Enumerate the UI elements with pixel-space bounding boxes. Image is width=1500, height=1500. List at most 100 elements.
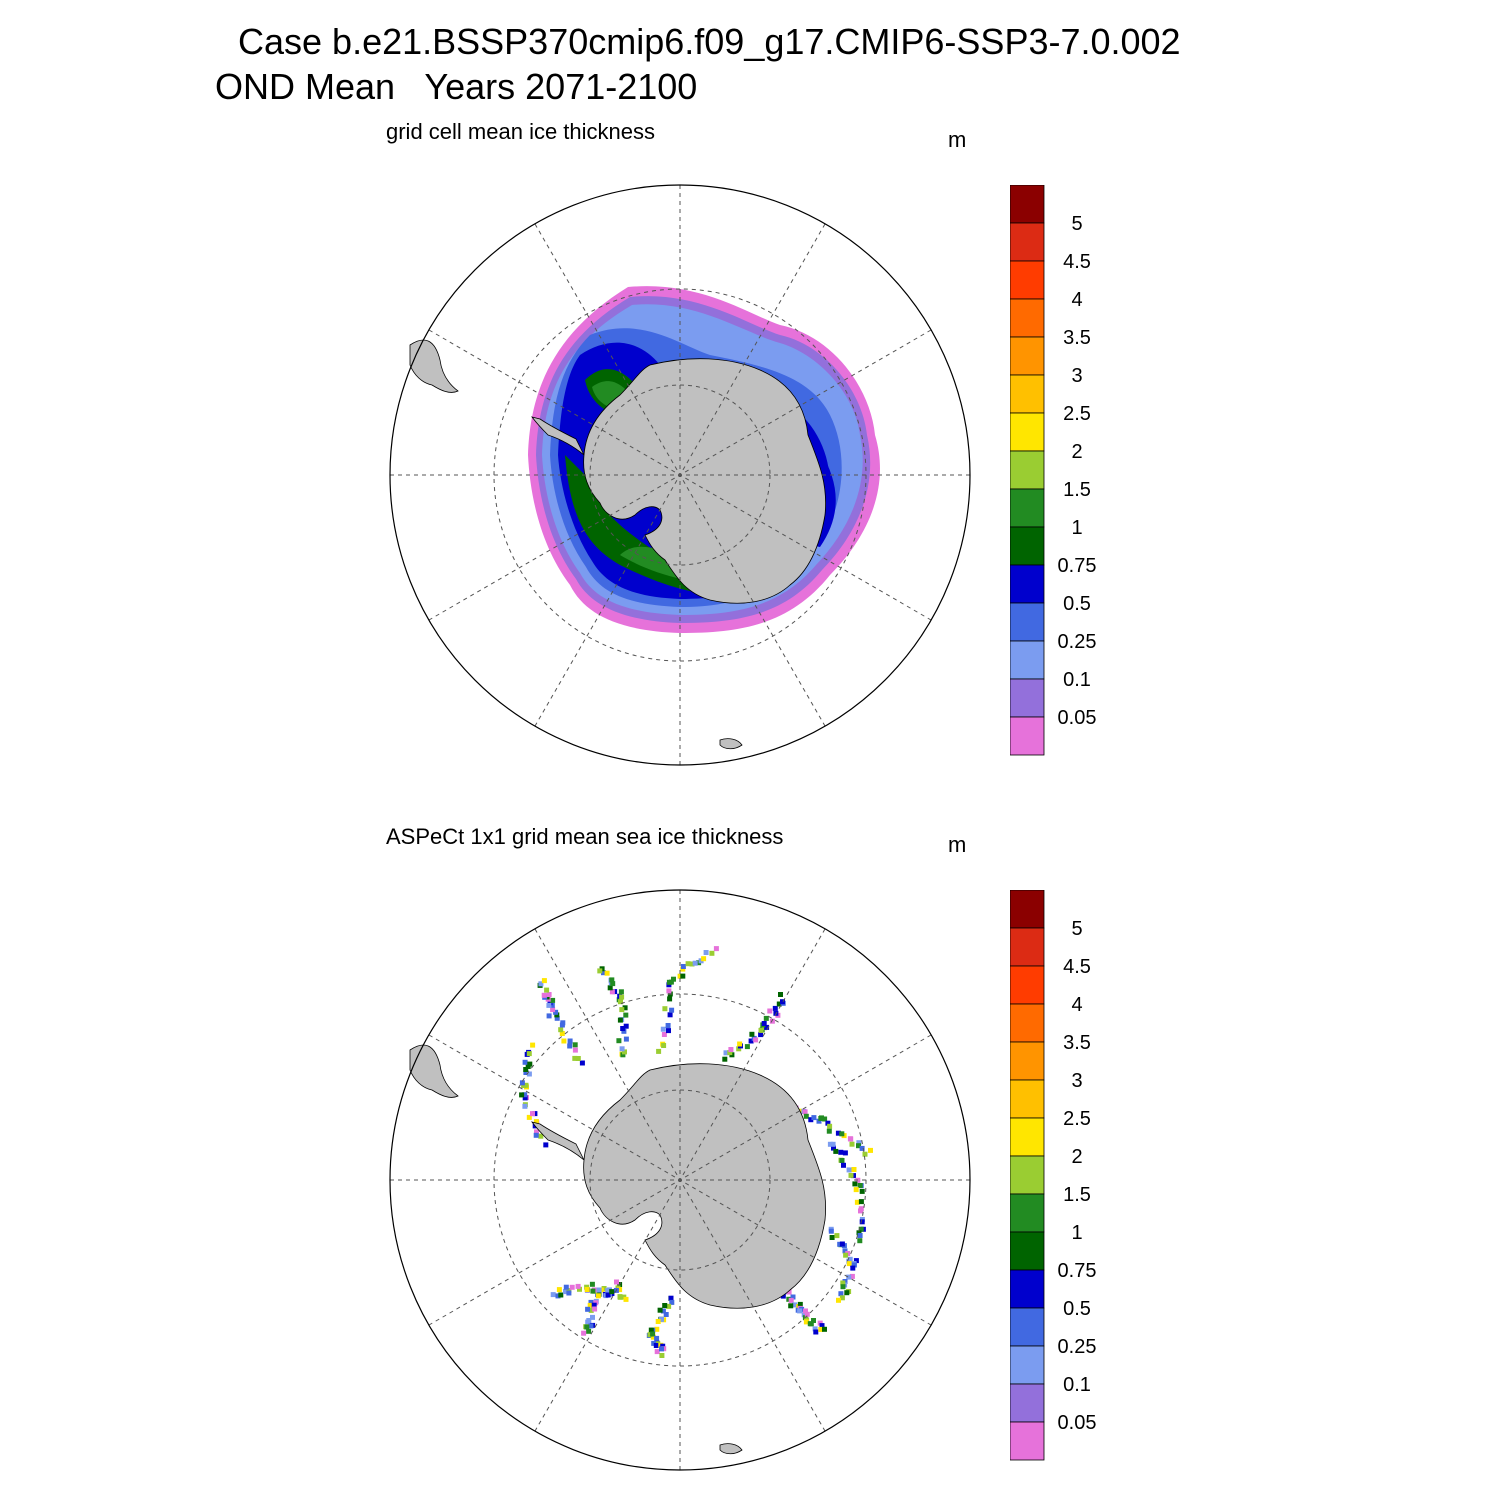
observation-cell xyxy=(803,1319,809,1325)
observation-cell xyxy=(846,1261,852,1267)
observation-cell xyxy=(846,1274,852,1280)
observation-cell xyxy=(555,1293,561,1299)
observation-cell xyxy=(780,1293,786,1299)
observation-cell xyxy=(854,1199,860,1205)
observation-cell xyxy=(661,1032,667,1037)
observation-cell xyxy=(526,1071,532,1077)
observation-cell xyxy=(680,964,686,969)
observation-cell xyxy=(590,1314,595,1320)
observation-cell xyxy=(654,1326,660,1332)
observation-cell xyxy=(858,1199,864,1205)
observation-cell xyxy=(519,1080,525,1086)
observation-cell xyxy=(857,1233,863,1238)
observation-cell xyxy=(722,1056,728,1062)
observation-cell xyxy=(554,1012,560,1018)
observation-cell xyxy=(521,1083,527,1088)
observation-cell xyxy=(837,1241,843,1247)
observation-cell xyxy=(851,1167,857,1172)
observation-cell xyxy=(696,960,702,966)
observation-cell xyxy=(533,1119,539,1125)
observation-cell xyxy=(653,1343,659,1348)
observation-cell xyxy=(541,978,547,984)
observation-cell xyxy=(622,1005,628,1011)
colorbar-tick-label: 4.5 xyxy=(1063,956,1091,978)
observation-cell xyxy=(853,1258,859,1264)
colorbar-swatch xyxy=(1010,260,1045,300)
observation-cell xyxy=(588,1307,594,1313)
observation-cell xyxy=(527,1061,533,1067)
graticule xyxy=(390,890,970,1470)
observation-cell xyxy=(713,946,719,952)
observation-cell xyxy=(607,985,613,991)
observation-cell xyxy=(619,1046,625,1052)
observation-cell xyxy=(839,1158,845,1163)
colorbar-swatch xyxy=(1010,602,1045,642)
observation-cell xyxy=(575,1283,581,1289)
observation-cell xyxy=(857,1183,863,1188)
colorbar-swatch xyxy=(1010,298,1045,338)
colorbar-swatch xyxy=(1010,716,1045,756)
colorbar-tick-label: 4 xyxy=(1071,994,1082,1016)
observation-cell xyxy=(662,1303,668,1308)
observation-cell xyxy=(841,1162,846,1168)
observation-cell xyxy=(566,1290,572,1296)
observation-cell xyxy=(617,1287,623,1293)
observation-cell xyxy=(661,1043,667,1048)
observation-cell xyxy=(804,1311,810,1317)
observation-cell xyxy=(605,1292,611,1298)
observation-cell xyxy=(572,1042,578,1048)
observation-cell xyxy=(728,1047,734,1052)
observation-cell xyxy=(647,1332,653,1338)
observation-cell xyxy=(523,1070,529,1075)
observation-cell xyxy=(709,950,715,956)
colorbar-swatch xyxy=(1010,336,1045,376)
observation-cell xyxy=(822,1326,827,1332)
observation-cell xyxy=(839,1295,845,1301)
observation-cell xyxy=(748,1038,754,1044)
colorbar-tick-label: 5 xyxy=(1071,918,1082,940)
observation-cell xyxy=(797,1301,803,1307)
observation-cell xyxy=(601,970,606,976)
observation-cell xyxy=(859,1219,865,1225)
observation-cell xyxy=(790,1294,796,1300)
observation-cell xyxy=(585,1319,591,1325)
observation-cell xyxy=(802,1109,808,1115)
colorbar-tick-label: 3.5 xyxy=(1063,1032,1091,1054)
observation-cell xyxy=(842,1150,848,1156)
observation-cell xyxy=(797,1308,803,1314)
observation-cell xyxy=(591,1302,597,1308)
observation-cell xyxy=(788,1297,794,1303)
observation-cell xyxy=(851,1262,857,1268)
colorbar-swatch xyxy=(1010,927,1045,967)
observation-cell xyxy=(698,958,704,964)
observation-cell xyxy=(656,1048,662,1054)
observation-cell xyxy=(671,976,676,982)
observation-cell xyxy=(538,1133,544,1139)
observation-cell xyxy=(829,1235,835,1240)
colorbar-tick-label: 4 xyxy=(1071,289,1082,311)
observation-cell xyxy=(780,999,785,1005)
observation-cell xyxy=(530,1111,535,1117)
bottom-panel-units: m xyxy=(948,832,967,857)
observation-cell xyxy=(825,1120,831,1126)
observation-cell xyxy=(812,1326,818,1332)
bottom-panel-title: ASPeCt 1x1 grid mean sea ice thickness xyxy=(386,824,784,849)
observation-cell xyxy=(619,1007,625,1013)
observation-cell xyxy=(553,1009,559,1015)
observation-cell xyxy=(840,1280,846,1286)
observation-cell xyxy=(659,1353,665,1358)
aspect-ice-thickness-map xyxy=(389,889,971,1471)
observation-cell xyxy=(849,1141,855,1147)
observation-cell xyxy=(819,1323,825,1329)
bottom-colorbar: 5 4.5 4 3.5 3 2.5 2 1.5 1 0.75 0.5 0.25 0.1 0.05 xyxy=(1010,890,1096,1461)
observation-cell xyxy=(668,979,674,985)
colorbar-swatch xyxy=(1010,640,1045,680)
colorbar-tick-label: 1 xyxy=(1071,517,1082,539)
observation-cell xyxy=(619,994,625,1000)
colorbar-tick-label: 5 xyxy=(1071,213,1082,235)
observation-cell xyxy=(617,1294,623,1300)
observation-cell xyxy=(858,1226,864,1232)
observation-cell xyxy=(666,988,672,994)
observation-cell xyxy=(680,973,686,979)
top-colorbar: 5 4.5 4 3.5 3 2.5 2 1.5 1 0.75 0.5 0.25 0.1 0.05 xyxy=(1010,185,1096,756)
